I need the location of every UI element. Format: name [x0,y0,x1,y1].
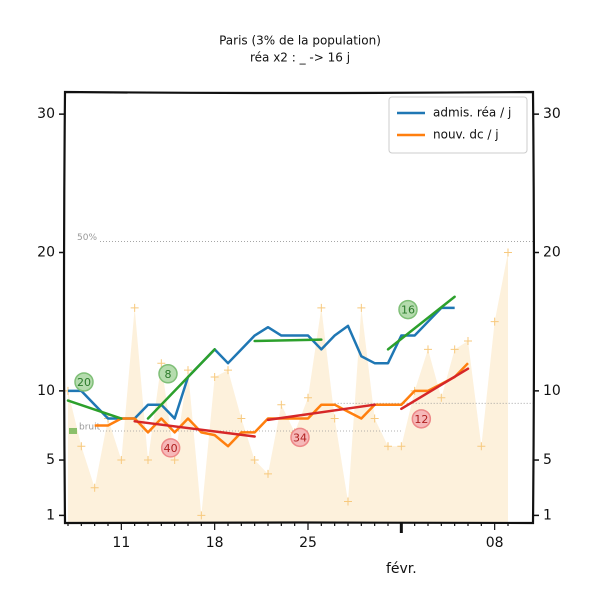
y-tick-label: 5 [46,452,55,468]
trend-line [400,367,470,411]
raw-marker [264,469,272,478]
trend-badge [160,438,181,458]
raw-marker [170,456,179,465]
trend-line [66,399,123,420]
raw-marker [130,303,139,312]
trend-label: 8 [165,368,172,381]
trend-line [146,348,216,420]
y2-tick-label: 1 [543,507,552,523]
trend-badge [398,299,418,320]
trend-label: 16 [401,304,415,317]
raw-marker [157,359,166,368]
x-tick-label: 11 [112,535,130,551]
y-tick-label: 30 [37,106,55,122]
raw-marker [424,345,432,354]
y2-tick-label: 10 [543,383,561,399]
raw-marker [144,456,152,465]
raw-marker [277,400,286,409]
raw-marker [90,483,99,492]
raw-marker [504,248,512,257]
raw-marker [184,366,192,375]
raw-marker [224,366,232,375]
x-tick-label: 25 [299,535,317,551]
x-tick-label: 08 [486,535,504,551]
raw-marker [397,442,406,451]
legend-label: nouv. dc / j [433,128,499,142]
chart-subtitle: réa x2 : _ -> 16 j [250,51,350,65]
raw-marker [210,373,219,382]
chart-title: Paris (3% de la population) [219,34,381,48]
raw-marker [437,393,446,402]
raw-marker [237,414,246,423]
y2-tick-label: 20 [543,245,561,261]
plot-frame [62,90,536,525]
raw-marker [117,456,126,465]
trend-badge [411,409,432,429]
raw-marker [197,511,206,520]
raw-marker [250,456,259,465]
trend-line [133,420,256,438]
raw-area [68,252,508,524]
y-tick-label: 1 [46,507,55,523]
y-tick-label: 10 [37,383,55,399]
raw-marker [344,497,352,506]
legend-label: admis. réa / j [433,106,511,120]
reference-label: 50% [77,233,97,243]
trend-badge [290,427,310,448]
raw-marker [384,442,392,451]
raw-marker [304,393,312,402]
y2-tick-label: 5 [543,452,552,468]
trend-label: 40 [164,442,178,455]
month-label: févr. [386,561,417,577]
series-line [68,306,455,420]
trend-line [386,295,456,351]
y2-tick-label: 30 [543,106,561,122]
trend-line [253,338,323,343]
raw-marker [357,303,366,312]
bruit-swatch [69,427,77,434]
x-tick-label: 18 [206,535,224,551]
trend-badge [158,364,178,384]
trend-label: 12 [414,413,428,426]
trend-label: 34 [293,431,307,444]
raw-marker [464,337,472,346]
trend-label: 20 [77,376,91,389]
raw-marker [77,442,86,451]
raw-marker [450,345,459,354]
trend-line [266,403,376,422]
raw-marker [317,303,326,312]
legend-box [388,96,528,154]
y-tick-label: 20 [37,245,55,261]
raw-marker [330,414,339,423]
reference-label: bruit [79,422,101,432]
trend-badge [74,372,94,392]
raw-marker [490,317,499,326]
raw-marker [370,414,379,423]
raw-marker [477,442,486,451]
